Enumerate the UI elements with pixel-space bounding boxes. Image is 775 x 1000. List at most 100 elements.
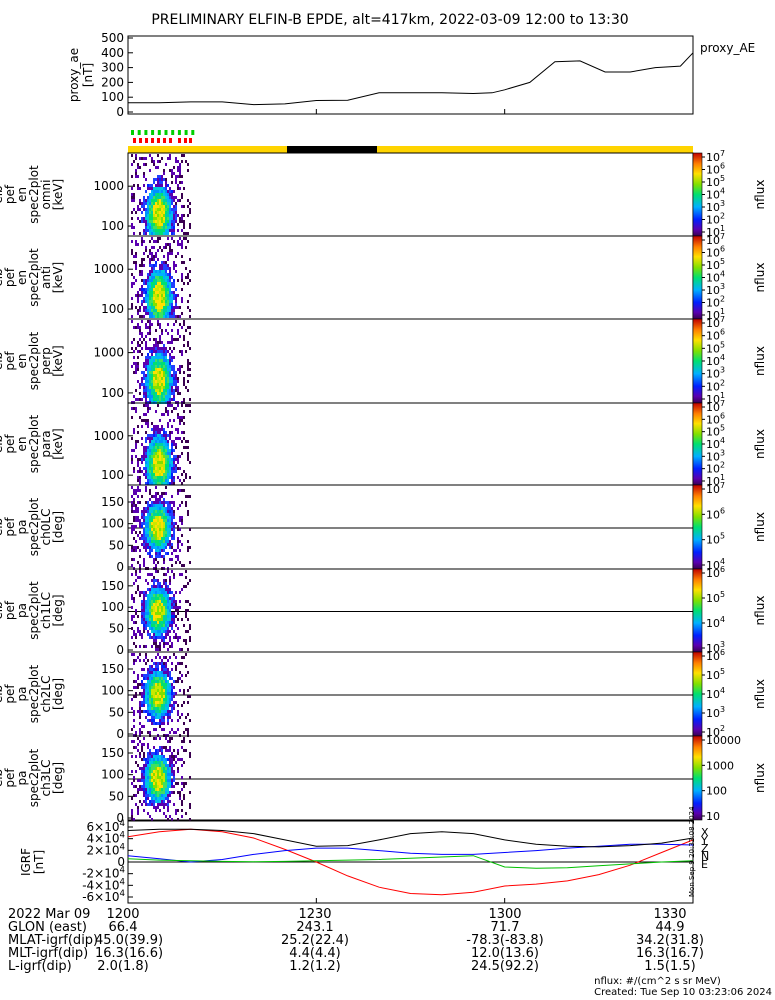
heatmap-cell (153, 531, 155, 534)
heatmap-cell (147, 713, 149, 716)
heatmap-cell (159, 229, 161, 232)
heatmap-cell (181, 618, 183, 621)
heatmap-cell (149, 794, 151, 797)
heatmap-cell (165, 609, 167, 612)
heatmap-cell (165, 449, 167, 452)
heatmap-cell (169, 689, 171, 692)
heatmap-cell (153, 246, 155, 249)
heatmap-cell (175, 220, 177, 223)
heatmap-cell (165, 692, 167, 695)
heatmap-cell (151, 383, 153, 386)
heatmap-cell (159, 588, 161, 591)
heatmap-cell (167, 273, 169, 276)
heatmap-cell (163, 689, 165, 692)
heatmap-cell (173, 510, 175, 513)
heatmap-cell (155, 464, 157, 467)
heatmap-cell (151, 455, 153, 458)
heatmap-cell (131, 546, 133, 549)
heatmap-cell (151, 309, 153, 312)
heatmap-cell (161, 214, 163, 217)
colorbar-tick-label: 102 (706, 212, 725, 227)
heatmap-cell (171, 446, 173, 449)
heatmap-cell (149, 731, 151, 734)
heatmap-cell (179, 689, 181, 692)
heatmap-cell (169, 695, 171, 698)
heatmap-cell (173, 549, 175, 552)
heatmap-cell (157, 498, 159, 501)
heatmap-cell (157, 761, 159, 764)
heatmap-cell (151, 323, 153, 326)
heatmap-cell (149, 326, 151, 329)
heatmap-cell (161, 157, 163, 160)
heatmap-cell (153, 267, 155, 270)
heatmap-cell (141, 398, 143, 401)
heatmap-cell (175, 320, 177, 323)
igrf-legend-label: E (701, 858, 708, 871)
heatmap-cell (155, 187, 157, 190)
ylabel-line: en (15, 187, 29, 202)
heatmap-cell (157, 184, 159, 187)
heatmap-cell (151, 710, 153, 713)
heatmap-cell (151, 767, 153, 770)
heatmap-cell (139, 519, 141, 522)
heatmap-cell (137, 341, 139, 344)
heatmap-cell (187, 731, 189, 734)
heatmap-cell (167, 501, 169, 504)
heatmap-cell (143, 773, 145, 776)
heatmap-cell (177, 525, 179, 528)
time-axis-value: 44.9 (655, 920, 685, 935)
heatmap-cell (153, 600, 155, 603)
heatmap-cell (131, 461, 133, 464)
heatmap-cell (131, 707, 133, 710)
heatmap-cell (167, 297, 169, 300)
heatmap-cell (135, 519, 137, 522)
heatmap-cell (131, 240, 133, 243)
heatmap-cell (181, 534, 183, 537)
heatmap-cell (151, 579, 153, 582)
heatmap-cell (135, 803, 137, 806)
heatmap-cell (173, 395, 175, 398)
heatmap-cell (177, 606, 179, 609)
heatmap-cell (175, 600, 177, 603)
heatmap-cell (141, 288, 143, 291)
heatmap-cell (165, 749, 167, 752)
heatmap-cell (133, 558, 135, 561)
heatmap-cell (159, 467, 161, 470)
heatmap-cell (183, 187, 185, 190)
heatmap-cell (163, 645, 165, 648)
heatmap-cell (153, 347, 155, 350)
heatmap-cell (149, 365, 151, 368)
heatmap-cell (159, 597, 161, 600)
heatmap-cell (161, 501, 163, 504)
heatmap-cell (157, 668, 159, 671)
heatmap-cell (145, 645, 147, 648)
heatmap-cell (151, 377, 153, 380)
y-tick-label: 0 (116, 727, 124, 741)
ylabel-line: pef (3, 600, 17, 620)
heatmap-cell (151, 353, 153, 356)
heatmap-cell (157, 240, 159, 243)
heatmap-cell (149, 761, 151, 764)
heatmap-cell (165, 297, 167, 300)
heatmap-cell (159, 288, 161, 291)
heatmap-cell (133, 653, 135, 656)
heatmap-cell (163, 531, 165, 534)
heatmap-cell (165, 486, 167, 489)
heatmap-cell (179, 671, 181, 674)
heatmap-cell (167, 193, 169, 196)
heatmap-cell (141, 776, 143, 779)
heatmap-cell (171, 285, 173, 288)
heatmap-cell (151, 665, 153, 668)
y-tick-label: 4×104 (87, 831, 125, 846)
heatmap-cell (155, 549, 157, 552)
heatmap-cell (165, 371, 167, 374)
heatmap-cell (163, 785, 165, 788)
heatmap-cell (163, 791, 165, 794)
heatmap-cell (173, 467, 175, 470)
heatmap-cell (139, 728, 141, 731)
heatmap-cell (169, 267, 171, 270)
heatmap-cell (149, 309, 151, 312)
heatmap-cell (149, 359, 151, 362)
heatmap-cell (151, 437, 153, 440)
heatmap-cell (159, 791, 161, 794)
